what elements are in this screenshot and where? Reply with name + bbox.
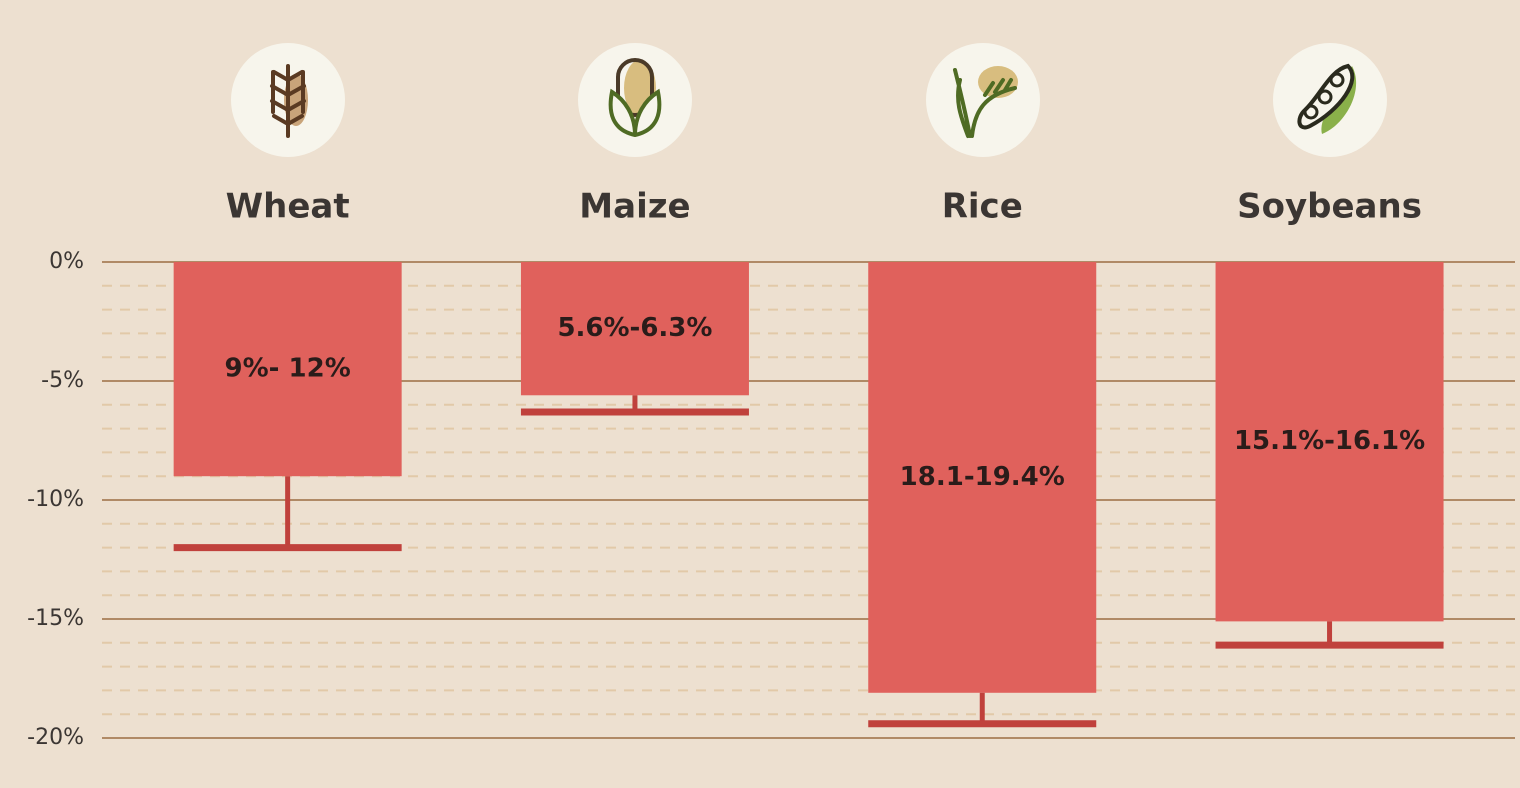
category-label: Soybeans [1237, 187, 1422, 227]
category-label: Rice [942, 187, 1023, 227]
bar [868, 262, 1097, 693]
y-tick-label: -20% [27, 725, 84, 750]
icons [231, 43, 1387, 157]
category-label: Wheat [226, 187, 350, 227]
y-tick-label: -5% [41, 368, 84, 393]
maize-icon [578, 43, 692, 157]
value-label: 9%- 12% [225, 354, 351, 384]
value-label: 5.6%-6.3% [557, 313, 712, 343]
soybean-icon [1273, 43, 1387, 157]
y-tick-label: 0% [49, 249, 84, 274]
y-tick-label: -15% [27, 606, 84, 631]
value-label: 18.1-19.4% [900, 462, 1065, 492]
rice-icon [926, 43, 1040, 157]
value-label: 15.1%-16.1% [1234, 426, 1425, 456]
bar [173, 262, 402, 477]
bar [1215, 262, 1444, 622]
category-label: Maize [579, 187, 690, 227]
bar [520, 262, 749, 396]
y-tick-label: -10% [27, 487, 84, 512]
wheat-icon [231, 43, 345, 157]
